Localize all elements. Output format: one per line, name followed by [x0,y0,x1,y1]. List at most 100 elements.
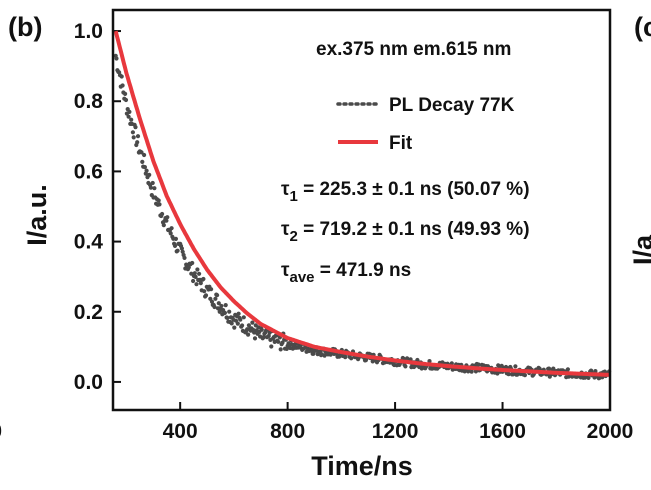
decay-point [203,293,209,298]
decay-point [129,117,134,122]
decay-point [198,281,203,286]
decay-point [194,282,199,287]
decay-point [215,293,220,298]
decay-point [278,347,283,352]
decay-point [130,130,135,135]
decay-point [349,356,354,361]
x-tick-label: 1600 [479,420,526,443]
decay-point [241,315,246,320]
decay-point [513,364,518,369]
decay-point [216,301,221,306]
excitation-note: ex.375 nm em.615 nm [316,39,511,60]
decay-point [269,344,274,349]
decay-point [229,321,234,326]
decay-point [259,327,264,332]
decay-point [165,215,170,220]
decay-point [593,369,598,374]
decay-point [276,339,281,344]
decay-point [131,135,136,140]
decay-point [546,366,552,371]
decay-point [522,373,528,378]
legend: PL Decay 77K Fit [336,95,515,154]
decay-point [157,202,162,207]
decay-point [161,223,166,228]
legend-decay-label: PL Decay 77K [389,95,515,116]
decay-point [240,323,245,328]
neighbor-axis-fragment: I/a [628,234,651,265]
decay-point [252,336,258,341]
decay-point [147,172,152,177]
decay-point [427,359,432,364]
decay-point [123,97,129,103]
decay-point [225,315,230,320]
decay-point [246,323,251,328]
decay-point [209,287,214,292]
decay-point [164,218,169,223]
decay-point [195,267,200,272]
decay-point [190,260,195,266]
plot-area [113,30,612,381]
decay-point [213,296,218,301]
legend-fit-label: Fit [389,133,413,154]
decay-point [403,364,408,369]
decay-point [589,368,594,373]
decay-point [201,276,206,282]
decay-point [506,372,511,377]
decay-point [473,369,478,374]
decay-point [565,367,571,372]
decay-point [246,332,251,337]
decay-point [328,352,333,357]
lifetime-annotation: τ1 = 225.3 ± 0.1 ns (50.07 %) [281,179,530,205]
x-axis-title: Time/ns [311,451,413,481]
decay-point [476,362,481,367]
decay-point [135,140,140,145]
decay-point [586,375,591,380]
decay-point [123,91,128,96]
decay-point [142,165,147,170]
y-axis-title: I/a.u. [22,184,52,246]
panel-label: (b) [8,12,42,42]
decay-point [250,320,255,325]
decay-point [193,274,198,279]
decay-point [466,369,471,374]
axis-ticks: 400 800 1200 1600 2000 0.0 0.2 0.4 0.6 0.8 1.0 [74,20,634,443]
decay-point [197,271,202,276]
decay-point [261,335,266,340]
decay-point [168,231,173,236]
decay-point [182,255,187,260]
decay-point [337,354,342,359]
decay-point [238,317,243,322]
decay-point [133,125,138,130]
x-tick-label: 1200 [372,420,419,443]
decay-point [152,186,157,191]
decay-point [140,159,145,164]
decay-point [156,198,161,203]
decay-point [266,333,271,339]
decay-point [227,309,232,314]
neighbor-panel-label: (c [634,12,651,42]
decay-point [503,364,509,370]
decay-point [235,321,240,326]
decay-point [169,226,174,231]
y-tick-label: 0.8 [74,90,104,113]
decay-point [175,248,180,253]
decay-point [142,152,147,158]
decay-point [173,236,178,241]
plot-frame [111,8,612,412]
decay-point [469,369,474,374]
decay-point [120,83,125,88]
y-tick-label: 0.6 [74,160,103,183]
decay-point [191,278,196,284]
decay-point [150,180,155,186]
decay-point [202,289,207,294]
decay-point [160,211,165,217]
decay-point [126,114,131,119]
y-tick-label: 0.2 [74,301,103,324]
decay-point [114,56,119,61]
decay-point [343,355,348,360]
decay-point [192,271,197,276]
decay-point [127,109,132,114]
decay-point [144,168,149,173]
left-cut-tick: 00 [0,420,2,443]
